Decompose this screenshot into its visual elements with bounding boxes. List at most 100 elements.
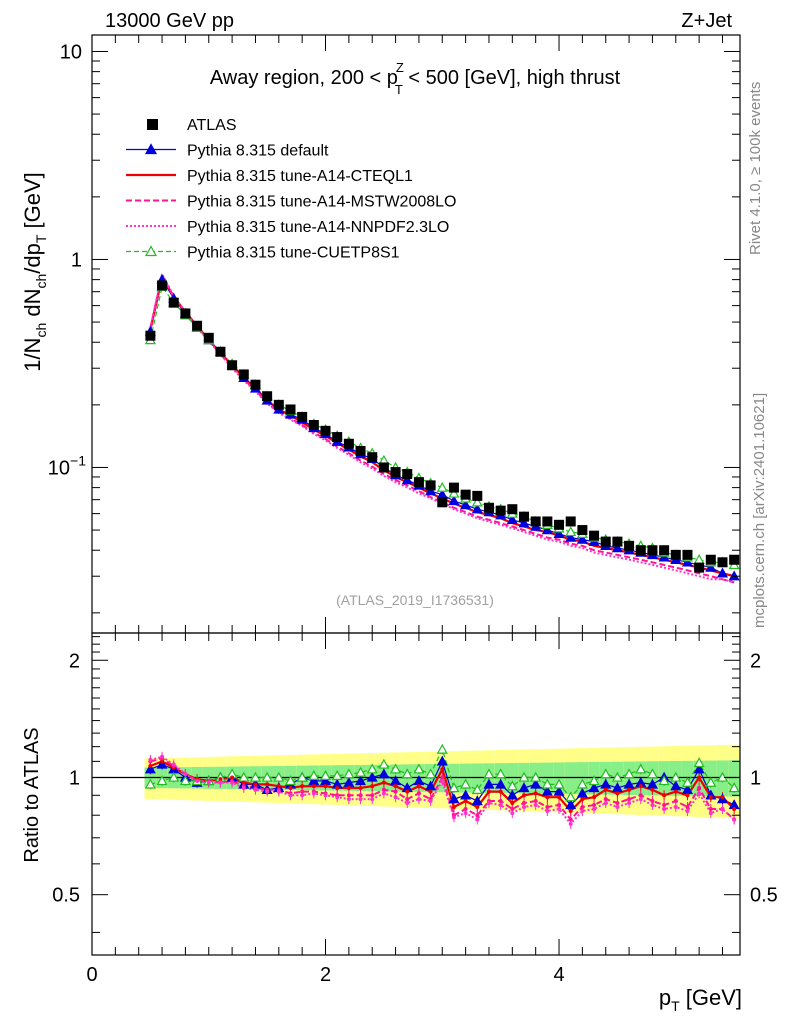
ratio-point-nnpdf (253, 787, 258, 792)
ratio-point-nnpdf (206, 780, 211, 785)
ratio-point-default (448, 793, 460, 804)
ratio-point-cteql1 (335, 785, 340, 790)
ratio-point-mstw (708, 806, 713, 811)
point-atlas (285, 404, 296, 415)
ratio-point-default (506, 789, 518, 800)
ratio-point-cuetp (565, 791, 577, 802)
ratio-point-nnpdf (557, 806, 562, 811)
point-default (658, 551, 670, 562)
ratio-point-nnpdf (346, 797, 351, 802)
ratio-point-nnpdf (148, 757, 153, 762)
ratio-point-cteql1 (346, 785, 351, 790)
ratio-point-nnpdf (720, 806, 725, 811)
ratio-point-default (436, 755, 448, 766)
ratio-point-mstw (475, 813, 480, 818)
ratio-point-mstw (416, 791, 421, 796)
ratio-point-default (553, 785, 565, 796)
point-atlas (343, 438, 354, 449)
point-atlas (507, 504, 518, 515)
ratio-point-cuetp (670, 771, 682, 782)
legend-item-nnpdf: Pythia 8.315 tune-A14-NNPDF2.3LO (126, 219, 449, 236)
legend-label-cuetp: Pythia 8.315 tune-CUETP8S1 (187, 245, 400, 262)
ratio-point-mstw (381, 787, 386, 792)
ratio-point-nnpdf (650, 802, 655, 807)
ratio-point-cteql1 (685, 793, 690, 798)
ratio-point-cteql1 (241, 780, 246, 785)
ratio-point-cteql1 (557, 795, 562, 800)
ratio-point-cteql1 (451, 804, 456, 809)
point-default (401, 474, 413, 485)
ratio-point-cuetp (319, 770, 332, 780)
ratio-point-cuetp (343, 768, 355, 779)
ratio-point-cuetp (506, 780, 518, 791)
y-tick-label-0.1: 10−1 (48, 452, 86, 479)
ratio-point-cuetp (261, 771, 273, 782)
analysis-reference: (ATLAS_2019_I1736531) (336, 592, 494, 608)
legend-label-mstw: Pythia 8.315 tune-A14-MSTW2008LO (187, 194, 456, 211)
point-atlas (647, 545, 658, 556)
ratio-point-mstw (533, 799, 538, 804)
legend-marker-cuetp (144, 245, 158, 257)
ratio-point-default (495, 778, 507, 789)
ratio-point-cuetp (179, 775, 191, 786)
point-atlas (273, 399, 284, 410)
plot-title-main: Away region, 200 < p (210, 67, 398, 89)
point-atlas (659, 545, 670, 556)
ratio-point-default (530, 778, 542, 789)
ratio-point-default (693, 763, 705, 774)
ratio-point-nnpdf (370, 797, 375, 802)
point-default (565, 531, 577, 542)
point-atlas (530, 516, 541, 527)
ratio-point-mstw (522, 800, 526, 805)
point-atlas (425, 480, 436, 491)
ratio-point-nnpdf (276, 789, 281, 794)
ratio-point-nnpdf (580, 809, 585, 814)
ratio-band-inner (576, 762, 589, 795)
ratio-point-default (483, 778, 495, 789)
ratio-point-cteql1 (276, 784, 281, 789)
ratio-point-cuetp (553, 778, 565, 789)
point-default (576, 533, 588, 544)
plot-title-sup: Z (396, 60, 404, 75)
point-cuetp (471, 496, 483, 507)
point-atlas (554, 519, 565, 530)
point-atlas (495, 505, 506, 516)
header-right: Z+Jet (681, 10, 732, 32)
ratio-point-cuetp (308, 770, 320, 780)
point-cuetp (693, 554, 705, 564)
ratio-point-default (541, 785, 553, 796)
ratio-point-mstw (510, 806, 515, 811)
ratio-point-cteql1 (381, 780, 386, 785)
ratio-point-default (576, 787, 588, 798)
ratio-point-default (588, 782, 600, 793)
ratio-point-cteql1 (358, 785, 363, 790)
point-atlas (192, 320, 203, 331)
point-atlas (413, 477, 424, 488)
point-atlas (215, 346, 226, 357)
ratio-point-cuetp (658, 775, 670, 786)
ratio-point-cuetp (448, 782, 460, 793)
ratio-y-tick-label-right-2: 2 (750, 650, 761, 672)
ratio-point-cuetp (296, 771, 308, 782)
ratio-point-nnpdf (230, 780, 235, 785)
ratio-point-nnpdf (416, 797, 421, 802)
legend-label-default: Pythia 8.315 default (187, 143, 329, 160)
ratio-point-cteql1 (522, 793, 526, 798)
point-default (506, 514, 518, 525)
ratio-point-nnpdf (638, 797, 643, 802)
point-atlas (168, 297, 179, 308)
series-line-default (149, 278, 735, 577)
ratio-point-cuetp (401, 768, 413, 779)
point-default (553, 528, 565, 538)
ratio-point-cteql1 (568, 809, 573, 814)
ratio-point-cteql1 (440, 767, 445, 772)
ratio-point-mstw (685, 804, 690, 809)
ratio-point-nnpdf (732, 817, 737, 822)
ratio-point-cteql1 (603, 787, 608, 792)
ratio-point-cteql1 (545, 795, 550, 800)
ratio-point-default (518, 782, 530, 793)
ratio-point-nnpdf (183, 772, 188, 777)
point-cuetp (436, 481, 448, 492)
ratio-point-cteql1 (218, 777, 223, 782)
point-atlas (227, 360, 238, 371)
